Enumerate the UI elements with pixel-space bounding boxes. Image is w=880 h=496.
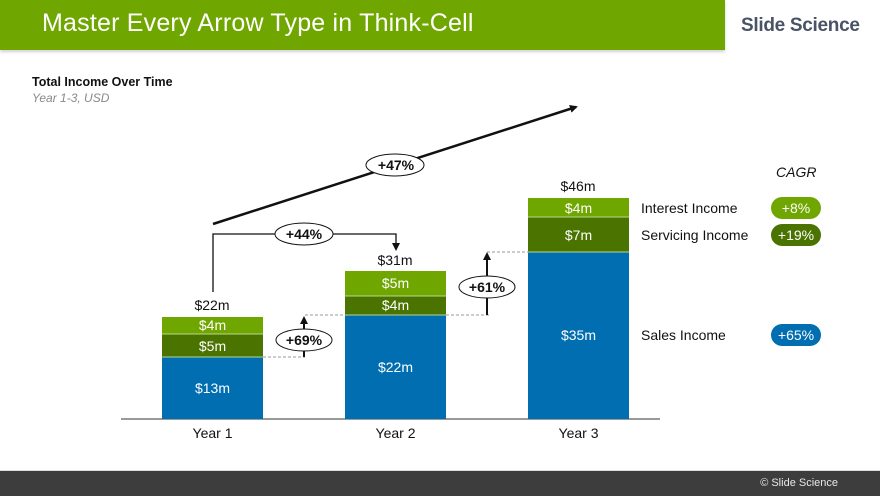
y2-sales-value: $22m — [377, 359, 414, 375]
y3-sales-value: $35m — [560, 327, 597, 343]
cagr-arrow — [212, 105, 578, 226]
legend-sales: Sales Income — [641, 327, 726, 343]
bar-year-2 — [345, 271, 446, 419]
cagr-badge-interest: +8% — [771, 197, 821, 219]
footer-copyright: © Slide Science — [760, 477, 838, 489]
x-label-year-3: Year 3 — [558, 425, 599, 441]
y2-servicing-value: $4m — [381, 297, 410, 313]
x-label-year-1: Year 1 — [192, 425, 233, 441]
y1-interest-value: $4m — [198, 317, 227, 333]
label-overall-growth: +47% — [377, 157, 415, 173]
brand-logo: Slide Science — [741, 15, 860, 36]
page-title: Master Every Arrow Type in Think-Cell — [42, 9, 474, 37]
y1-sales-value: $13m — [194, 380, 231, 396]
cagr-badge-sales: +65% — [771, 324, 821, 346]
title-bar: Master Every Arrow Type in Think-Cell — [0, 0, 725, 50]
bar-year-1 — [162, 317, 263, 419]
y2-interest-value: $5m — [381, 275, 410, 291]
total-year-3: $46m — [560, 178, 596, 194]
label-total-growth: +44% — [285, 226, 323, 242]
legend-servicing: Servicing Income — [641, 227, 749, 243]
chart-title: Total Income Over Time — [32, 75, 173, 89]
sales-growth-arrow-y2-y3 — [458, 252, 516, 315]
label-sales-growth-2: +61% — [468, 279, 506, 295]
y1-servicing-value: $5m — [198, 338, 227, 354]
chart-subtitle: Year 1-3, USD — [32, 91, 110, 105]
total-year-2: $31m — [377, 252, 413, 268]
cagr-header: CAGR — [776, 164, 817, 180]
y3-servicing-value: $7m — [564, 227, 593, 243]
legend-interest: Interest Income — [641, 200, 738, 216]
total-year-1: $22m — [194, 297, 230, 313]
bar-year-3 — [528, 198, 629, 419]
total-growth-arrow-y1-y2 — [212, 222, 400, 292]
sales-growth-arrow-y1-y2 — [275, 316, 333, 357]
label-sales-growth-1: +69% — [285, 332, 323, 348]
cagr-badge-servicing: +19% — [771, 224, 821, 246]
y3-interest-value: $4m — [564, 200, 593, 216]
footer: © Slide Science — [0, 470, 880, 496]
x-label-year-2: Year 2 — [375, 425, 416, 441]
